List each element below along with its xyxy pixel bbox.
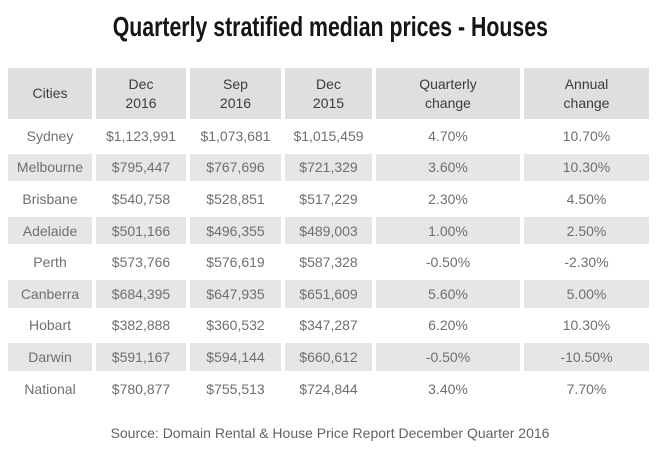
dec-2015-cell: $721,329 <box>285 151 372 184</box>
dec-2015-cell: $724,844 <box>299 380 358 397</box>
table-row-perth: Perth $573,766 $576,619 $587,328 -0.50% … <box>8 246 649 278</box>
dec-2015-cell: $489,003 <box>285 214 372 247</box>
table-row-darwin: Darwin $591,167 $594,144 $660,612 -0.50%… <box>8 341 649 373</box>
quarterly-change-cell: -0.50% <box>425 254 471 271</box>
sep-2016-cell: $647,935 <box>190 277 281 310</box>
city-cell: Darwin <box>8 341 92 373</box>
annual-change-cell: 10.30% <box>524 151 649 184</box>
sep-2016-cell: $755,513 <box>206 380 265 397</box>
dec-2015-cell: $587,328 <box>299 254 358 271</box>
quarterly-change-cell: 3.40% <box>428 380 468 397</box>
header-cell-quarterly-change: Quarterly change <box>376 68 520 119</box>
dec-2016-cell: $1,123,991 <box>105 127 177 144</box>
city-cell: Canberra <box>8 277 92 310</box>
dec-2016-cell: $795,447 <box>96 151 186 184</box>
header-cell-cities: Cities <box>8 68 92 119</box>
dec-2016-cell: $540,758 <box>111 190 171 207</box>
quarterly-change-cell: 6.20% <box>428 317 468 334</box>
city-cell: Adelaide <box>8 214 92 247</box>
header-cell-annual-change: Annual change <box>524 68 649 119</box>
quarterly-change-cell: 3.60% <box>376 151 520 184</box>
city-cell: Melbourne <box>8 151 92 184</box>
annual-change-cell: 10.70% <box>562 127 611 144</box>
dec-2015-cell: $651,609 <box>285 277 372 310</box>
table-row-adelaide: Adelaide $501,166 $496,355 $489,003 1.00… <box>8 214 649 247</box>
dec-2016-cell: $382,888 <box>111 317 171 334</box>
annual-change-cell: 7.70% <box>566 380 607 397</box>
dec-2015-cell: $1,015,459 <box>293 127 364 144</box>
dec-2016-cell: $501,166 <box>96 214 186 247</box>
dec-2016-cell: $780,877 <box>111 380 171 397</box>
annual-change-cell: -2.30% <box>564 254 609 271</box>
table-row-canberra: Canberra $684,395 $647,935 $651,609 5.60… <box>8 277 649 310</box>
sep-2016-cell: $1,073,681 <box>200 127 271 144</box>
sep-2016-cell: $594,144 <box>190 341 281 373</box>
sep-2016-cell: $496,355 <box>190 214 281 247</box>
annual-change-cell: 2.50% <box>524 214 649 247</box>
table-row-national: National $780,877 $755,513 $724,844 3.40… <box>8 373 649 405</box>
table-row-brisbane: Brisbane $540,758 $528,851 $517,229 2.30… <box>8 183 649 215</box>
city-cell: Perth <box>33 254 67 271</box>
dec-2015-cell: $660,612 <box>285 341 372 373</box>
header-cell-sep-2016: Sep 2016 <box>190 68 281 119</box>
quarterly-change-cell: -0.50% <box>376 341 520 373</box>
annual-change-cell: 10.30% <box>562 317 611 334</box>
sep-2016-cell: $767,696 <box>190 151 281 184</box>
header-cell-dec-2015: Dec 2015 <box>285 68 372 119</box>
dec-2016-cell: $684,395 <box>96 277 186 310</box>
dec-2015-cell: $517,229 <box>299 190 358 207</box>
city-cell: Brisbane <box>22 190 78 207</box>
annual-change-cell: 5.00% <box>524 277 649 310</box>
dec-2016-cell: $591,167 <box>96 341 186 373</box>
table-row-sydney: Sydney $1,123,991 $1,073,681 $1,015,459 … <box>8 120 649 152</box>
sep-2016-cell: $360,532 <box>206 317 265 334</box>
table-header-row: Cities Dec 2016 Sep 2016 Dec 2015 Quarte… <box>8 68 649 119</box>
city-cell: National <box>24 380 76 397</box>
table-row-hobart: Hobart $382,888 $360,532 $347,287 6.20% … <box>8 310 649 342</box>
annual-change-cell: 4.50% <box>566 190 607 207</box>
quarterly-change-cell: 5.60% <box>376 277 520 310</box>
header-cell-dec-2016: Dec 2016 <box>96 68 186 119</box>
city-cell: Sydney <box>26 127 74 144</box>
source-note: Source: Domain Rental & House Price Repo… <box>110 425 550 441</box>
quarterly-change-cell: 4.70% <box>428 127 468 144</box>
city-cell: Hobart <box>28 317 72 334</box>
sep-2016-cell: $528,851 <box>206 190 265 207</box>
table-row-melbourne: Melbourne $795,447 $767,696 $721,329 3.6… <box>8 151 649 184</box>
dec-2016-cell: $573,766 <box>111 254 171 271</box>
annual-change-cell: -10.50% <box>524 341 649 373</box>
dec-2015-cell: $347,287 <box>299 317 358 334</box>
title-container: Quarterly stratified median prices - Hou… <box>0 10 660 44</box>
chart-title: Quarterly stratified median prices - Hou… <box>112 11 548 42</box>
median-prices-table: Cities Dec 2016 Sep 2016 Dec 2015 Quarte… <box>8 68 649 404</box>
quarterly-change-cell: 2.30% <box>428 190 468 207</box>
sep-2016-cell: $576,619 <box>206 254 265 271</box>
quarterly-change-cell: 1.00% <box>376 214 520 247</box>
